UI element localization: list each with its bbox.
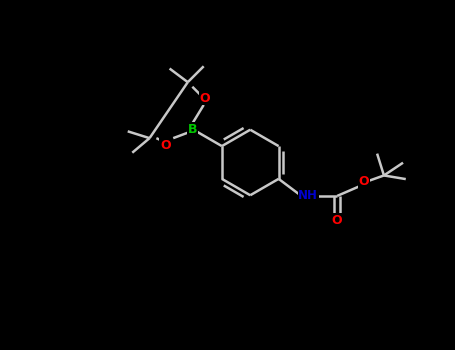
Text: NH: NH [298, 189, 318, 202]
Text: O: O [359, 175, 369, 188]
Text: O: O [332, 214, 343, 227]
Text: O: O [199, 92, 210, 105]
Text: O: O [160, 139, 171, 152]
Text: B: B [187, 122, 197, 135]
